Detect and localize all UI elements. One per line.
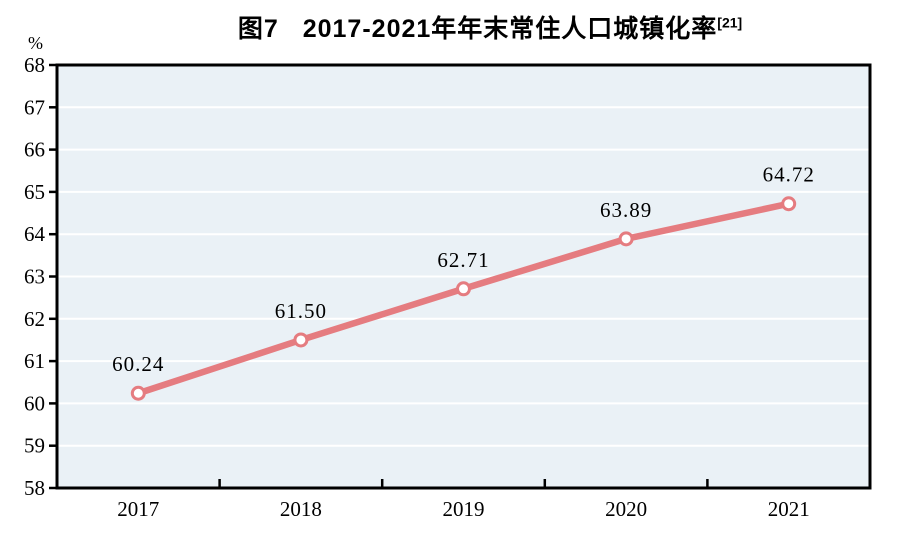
y-axis-tick-label: 65 [24,180,45,204]
y-axis-unit-label: % [28,33,43,53]
y-axis-tick-label: 62 [24,307,45,331]
chart-title-prefix: 图7 [237,15,279,43]
data-point-label: 64.72 [763,163,815,187]
y-axis-tick-label: 66 [24,138,45,162]
data-point-marker [130,385,146,401]
x-axis-tick-label: 2020 [605,497,647,521]
chart-title: 图7 2017-2021年年末常住人口城镇化率[21] [0,9,900,45]
y-axis-tick-label: 61 [24,349,45,373]
data-point-marker [781,196,797,212]
data-point-marker [293,332,309,348]
data-point-marker [456,281,471,297]
data-point-label: 63.89 [600,198,652,222]
x-axis-tick-label: 2018 [280,497,322,521]
chart-title-text: 2017-2021年年末常住人口城镇化率 [302,15,718,43]
data-point-label: 60.24 [112,352,164,376]
y-axis-tick-label: 58 [24,476,45,500]
chart-title-superscript: [21] [717,14,743,31]
data-point-marker [618,231,634,247]
y-axis-tick-label: 64 [24,222,46,246]
y-axis-tick-label: 68 [24,53,45,77]
y-axis-tick-label: 59 [24,434,45,458]
x-axis-tick-label: 2021 [768,497,810,521]
data-point-label: 61.50 [275,299,327,323]
y-axis-tick-label: 63 [24,265,45,289]
y-axis-tick-label: 67 [24,95,45,119]
x-axis-tick-label: 2019 [443,497,485,521]
y-axis-tick-label: 60 [24,391,45,415]
plot-border [55,63,872,490]
x-axis-tick-label: 2017 [117,497,159,521]
data-point-label: 62.71 [437,248,489,272]
